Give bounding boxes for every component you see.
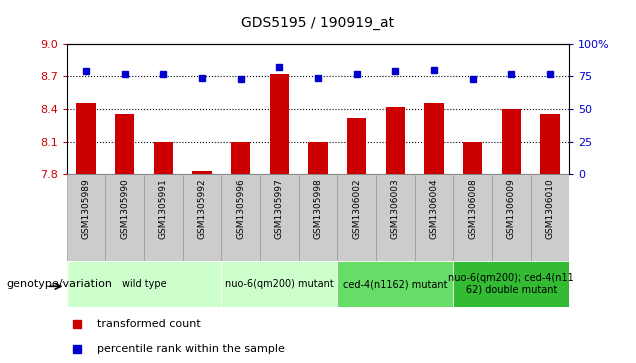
- Bar: [154, 142, 173, 174]
- Bar: [502, 109, 521, 174]
- Text: GDS5195 / 190919_at: GDS5195 / 190919_at: [242, 16, 394, 30]
- Text: wild type: wild type: [121, 279, 167, 289]
- Text: GSM1305996: GSM1305996: [236, 179, 245, 239]
- Bar: [193, 171, 212, 174]
- Bar: [221, 174, 260, 261]
- Bar: [453, 261, 569, 307]
- Text: GSM1305989: GSM1305989: [81, 179, 90, 239]
- Bar: [492, 174, 530, 261]
- Text: transformed count: transformed count: [97, 319, 201, 329]
- Bar: [453, 174, 492, 261]
- Bar: [347, 118, 366, 174]
- Bar: [540, 114, 560, 174]
- Bar: [221, 261, 337, 307]
- Bar: [308, 142, 328, 174]
- Bar: [424, 103, 444, 174]
- Text: GSM1305990: GSM1305990: [120, 179, 129, 239]
- Bar: [76, 103, 96, 174]
- Text: nuo-6(qm200); ced-4(n11
62) double mutant: nuo-6(qm200); ced-4(n11 62) double mutan…: [448, 273, 574, 295]
- Bar: [337, 261, 453, 307]
- Bar: [385, 107, 405, 174]
- Bar: [415, 174, 453, 261]
- Bar: [144, 174, 183, 261]
- Text: GSM1306010: GSM1306010: [546, 179, 555, 239]
- Text: GSM1305992: GSM1305992: [198, 179, 207, 239]
- Text: GSM1305997: GSM1305997: [275, 179, 284, 239]
- Bar: [67, 261, 221, 307]
- Text: GSM1305991: GSM1305991: [159, 179, 168, 239]
- Text: nuo-6(qm200) mutant: nuo-6(qm200) mutant: [225, 279, 334, 289]
- Text: GSM1306008: GSM1306008: [468, 179, 477, 239]
- Bar: [106, 174, 144, 261]
- Text: GSM1306002: GSM1306002: [352, 179, 361, 239]
- Text: ced-4(n1162) mutant: ced-4(n1162) mutant: [343, 279, 448, 289]
- Text: genotype/variation: genotype/variation: [6, 279, 113, 289]
- Bar: [260, 174, 299, 261]
- Bar: [376, 174, 415, 261]
- Bar: [67, 174, 106, 261]
- Text: GSM1306003: GSM1306003: [391, 179, 400, 239]
- Bar: [183, 174, 221, 261]
- Bar: [337, 174, 376, 261]
- Text: GSM1306004: GSM1306004: [429, 179, 438, 239]
- Bar: [463, 142, 482, 174]
- Bar: [270, 74, 289, 174]
- Bar: [299, 174, 337, 261]
- Bar: [115, 114, 134, 174]
- Text: percentile rank within the sample: percentile rank within the sample: [97, 344, 285, 354]
- Text: GSM1306009: GSM1306009: [507, 179, 516, 239]
- Bar: [530, 174, 569, 261]
- Text: GSM1305998: GSM1305998: [314, 179, 322, 239]
- Bar: [231, 142, 251, 174]
